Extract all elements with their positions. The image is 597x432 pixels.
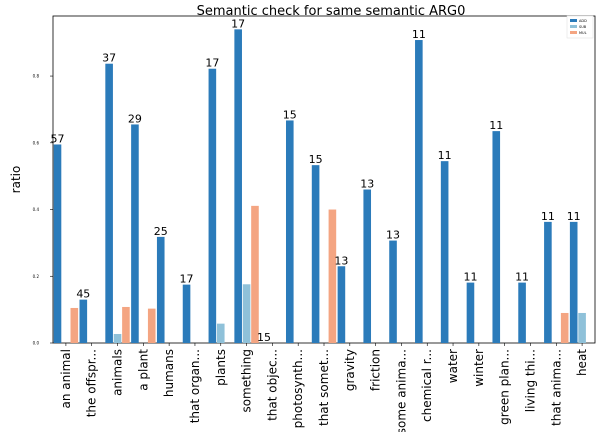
y-tick-label: 0.4 [33,207,40,212]
bar-value-label: 13 [334,254,348,267]
bar-mul [251,205,259,343]
bar-add [234,29,242,344]
chart-title: Semantic check for same semantic ARG0 [197,4,466,19]
bar-value-label: 11 [515,271,529,284]
bar-value-label: 13 [360,178,374,191]
bar-value-label: 17 [231,17,245,30]
bar-value-label: 15 [283,108,297,121]
bar-value-label: 37 [102,52,116,65]
bar-value-label: 17 [180,273,194,286]
x-tick-label: some anima... [394,349,408,432]
x-tick-label: heat [575,349,589,376]
bar-add [105,63,113,344]
x-tick-label: something [240,349,254,413]
x-tick-label: water [446,349,460,383]
x-tick-label: an animal [59,349,73,408]
bar-add [182,284,191,343]
bar-value-label: 11 [412,28,426,41]
bar-value-label: 45 [76,288,90,301]
bar-mul [147,308,156,343]
bar-add [156,236,165,343]
bar-value-label: 17 [205,57,219,70]
bar-add [285,120,294,344]
legend-swatch [570,25,577,28]
legend-label: MUL [579,31,587,35]
legend-label: SUB [579,25,587,29]
bar-value-label: 11 [489,119,503,132]
y-tick-label: 0.0 [33,341,40,346]
bar-add [79,299,88,343]
bar-value-label: 13 [386,229,400,242]
legend-label: ADD [579,19,587,23]
y-tick-label: 0.6 [33,140,40,145]
bar-value-label: 25 [154,225,168,238]
x-tick-label: chemical r... [420,349,434,422]
bar-value-label: 15 [309,153,323,166]
bar-sub [216,323,225,343]
x-tick-label: humans [162,349,176,397]
bar-sub [113,333,122,343]
bar-add [131,124,139,343]
x-tick-label: that organ... [188,349,202,423]
y-tick-label: 0.8 [33,74,40,79]
legend-swatch [570,19,577,22]
x-tick-label: living thi... [523,349,537,412]
x-tick-label: friction [369,349,383,391]
bar-value-label: 11 [567,210,581,223]
x-tick-label: gravity [343,349,357,391]
bar-mul [560,312,569,343]
bar-value-label: 29 [128,112,142,125]
bar-mul [70,307,79,343]
bar-add [311,165,320,343]
legend: ADD SUB MUL [566,15,594,39]
bar-add [363,189,372,343]
x-tick-label: winter [472,349,486,387]
bar-value-label: 57 [51,132,65,145]
bar-mul [328,209,337,343]
x-tick-label: animals [111,349,125,396]
bar-sub [242,284,251,343]
bar-add [389,240,397,343]
bar-add [544,221,552,343]
bar-add [466,282,475,343]
bar-add [208,68,217,344]
x-tick-label: photosynth... [291,349,305,428]
bar-value-label: 11 [438,149,452,162]
legend-swatch [570,31,577,34]
bar-add [569,221,578,343]
bar-add [440,161,449,343]
y-tick-label: 0.2 [33,274,40,279]
y-axis-label: ratio [9,166,23,194]
x-tick-label: a plant [136,349,150,391]
bar-mul [122,306,130,343]
bar-add [415,40,423,344]
x-tick-label: that somet... [317,349,331,426]
x-tick-label: the offspr... [85,349,99,417]
bar-add [337,266,346,343]
bar-add [518,282,526,343]
x-tick-label: plants [214,349,228,386]
bar-add [492,131,501,343]
bar-value-label: 11 [541,210,555,223]
bar-value-label: 11 [463,271,477,284]
bar-sub [578,312,586,343]
plot-area: 0.0 0.2 0.4 0.6 0.8 an animal the offspr... ani… [33,15,596,432]
bar-value-label: 15 [257,331,271,344]
bar-add [53,144,62,343]
x-tick-label: green plan... [498,349,512,425]
x-tick-label: that anima... [549,349,563,426]
x-tick-label: that objec... [265,349,279,421]
